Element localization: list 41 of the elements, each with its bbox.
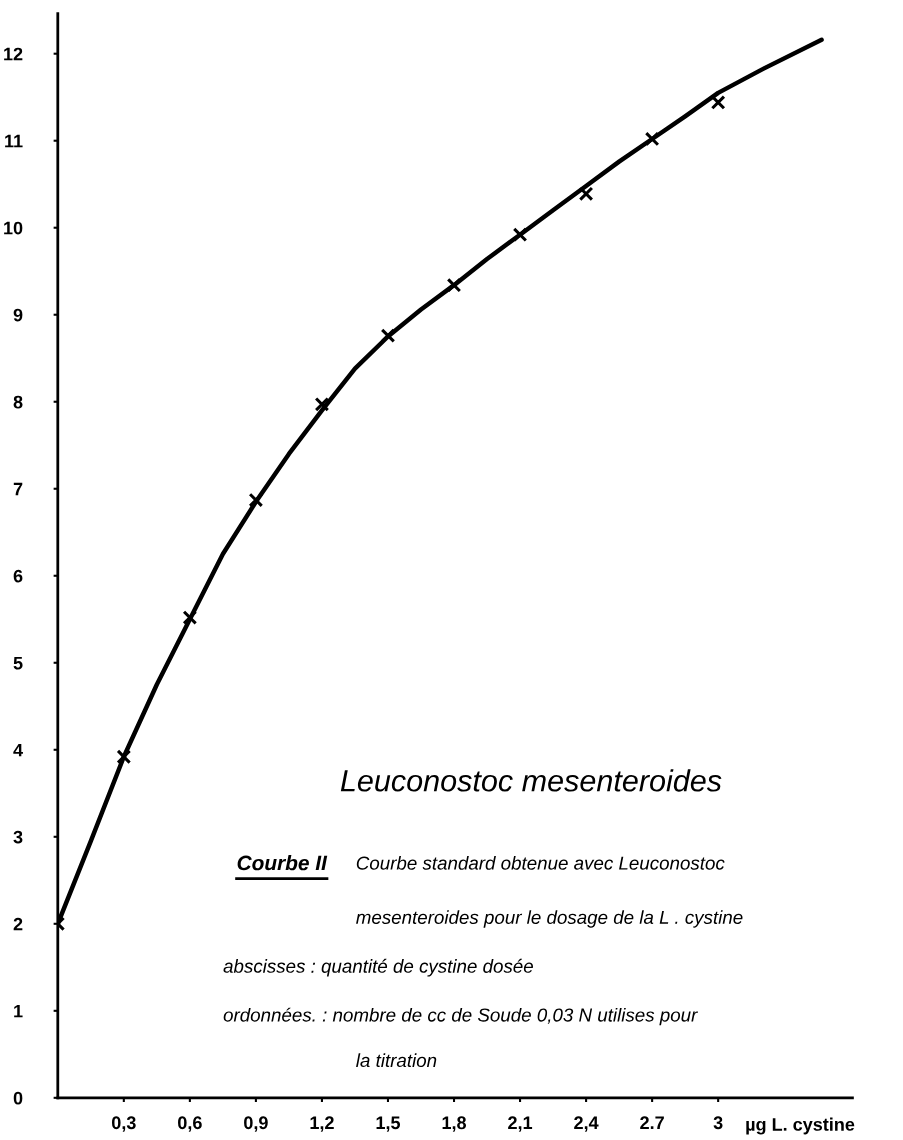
x-axis-title: µg L. cystine <box>746 1117 855 1135</box>
annotation: abscisses : quantité de cystine dosée <box>223 958 533 977</box>
point <box>314 397 330 412</box>
point <box>248 492 264 508</box>
x-tick-label: 1,2 <box>310 1116 334 1132</box>
y-tick-label: 7 <box>13 482 23 496</box>
x-tick-label: 2,1 <box>508 1116 533 1132</box>
annotation: ordonnées. : nombre de cc de Soude 0,03 N utilises pour <box>223 1007 698 1026</box>
annotation: la titration <box>356 1053 437 1068</box>
x-tick-label: 2.7 <box>640 1116 664 1129</box>
text: Leuconostoc mesenteroides <box>340 769 722 792</box>
point <box>578 186 594 202</box>
point <box>644 131 660 147</box>
y-tick-label: 6 <box>13 569 23 583</box>
y-tick-label: 9 <box>13 308 23 322</box>
y-tick-label: 11 <box>5 134 23 148</box>
x-tick-label: 0,3 <box>111 1116 136 1132</box>
y-tick-label: 5 <box>13 656 23 670</box>
x-tick-label: 1,5 <box>376 1116 401 1132</box>
point <box>446 277 462 293</box>
point <box>512 227 528 243</box>
annotation: Courbe standard obtenue avec Leuconostoc <box>356 855 725 870</box>
annotation: Courbe II <box>237 855 328 871</box>
y-tick-label: 8 <box>13 395 23 409</box>
point <box>710 95 726 110</box>
y-tick-label: 3 <box>13 830 23 844</box>
point <box>182 610 198 625</box>
point <box>116 749 132 765</box>
x-tick-label: 0,6 <box>178 1116 202 1132</box>
y-tick-label: 12 <box>4 47 23 61</box>
x-tick-label: 1,8 <box>442 1116 467 1132</box>
y-tick-label: 0 <box>13 1091 23 1105</box>
y-tick-label: 1 <box>14 1004 23 1018</box>
y-tick-label: 4 <box>13 743 23 757</box>
point <box>380 328 396 343</box>
y-tick-label: 10 <box>4 221 23 235</box>
y-tick-label: 2 <box>13 917 23 931</box>
x-tick-label: 3 <box>713 1116 723 1130</box>
annotation: mesenteroides pour le dosage de la L . cystine <box>356 910 743 928</box>
x-tick-label: 0,9 <box>244 1116 268 1132</box>
x-tick-label: 2,4 <box>574 1116 599 1132</box>
